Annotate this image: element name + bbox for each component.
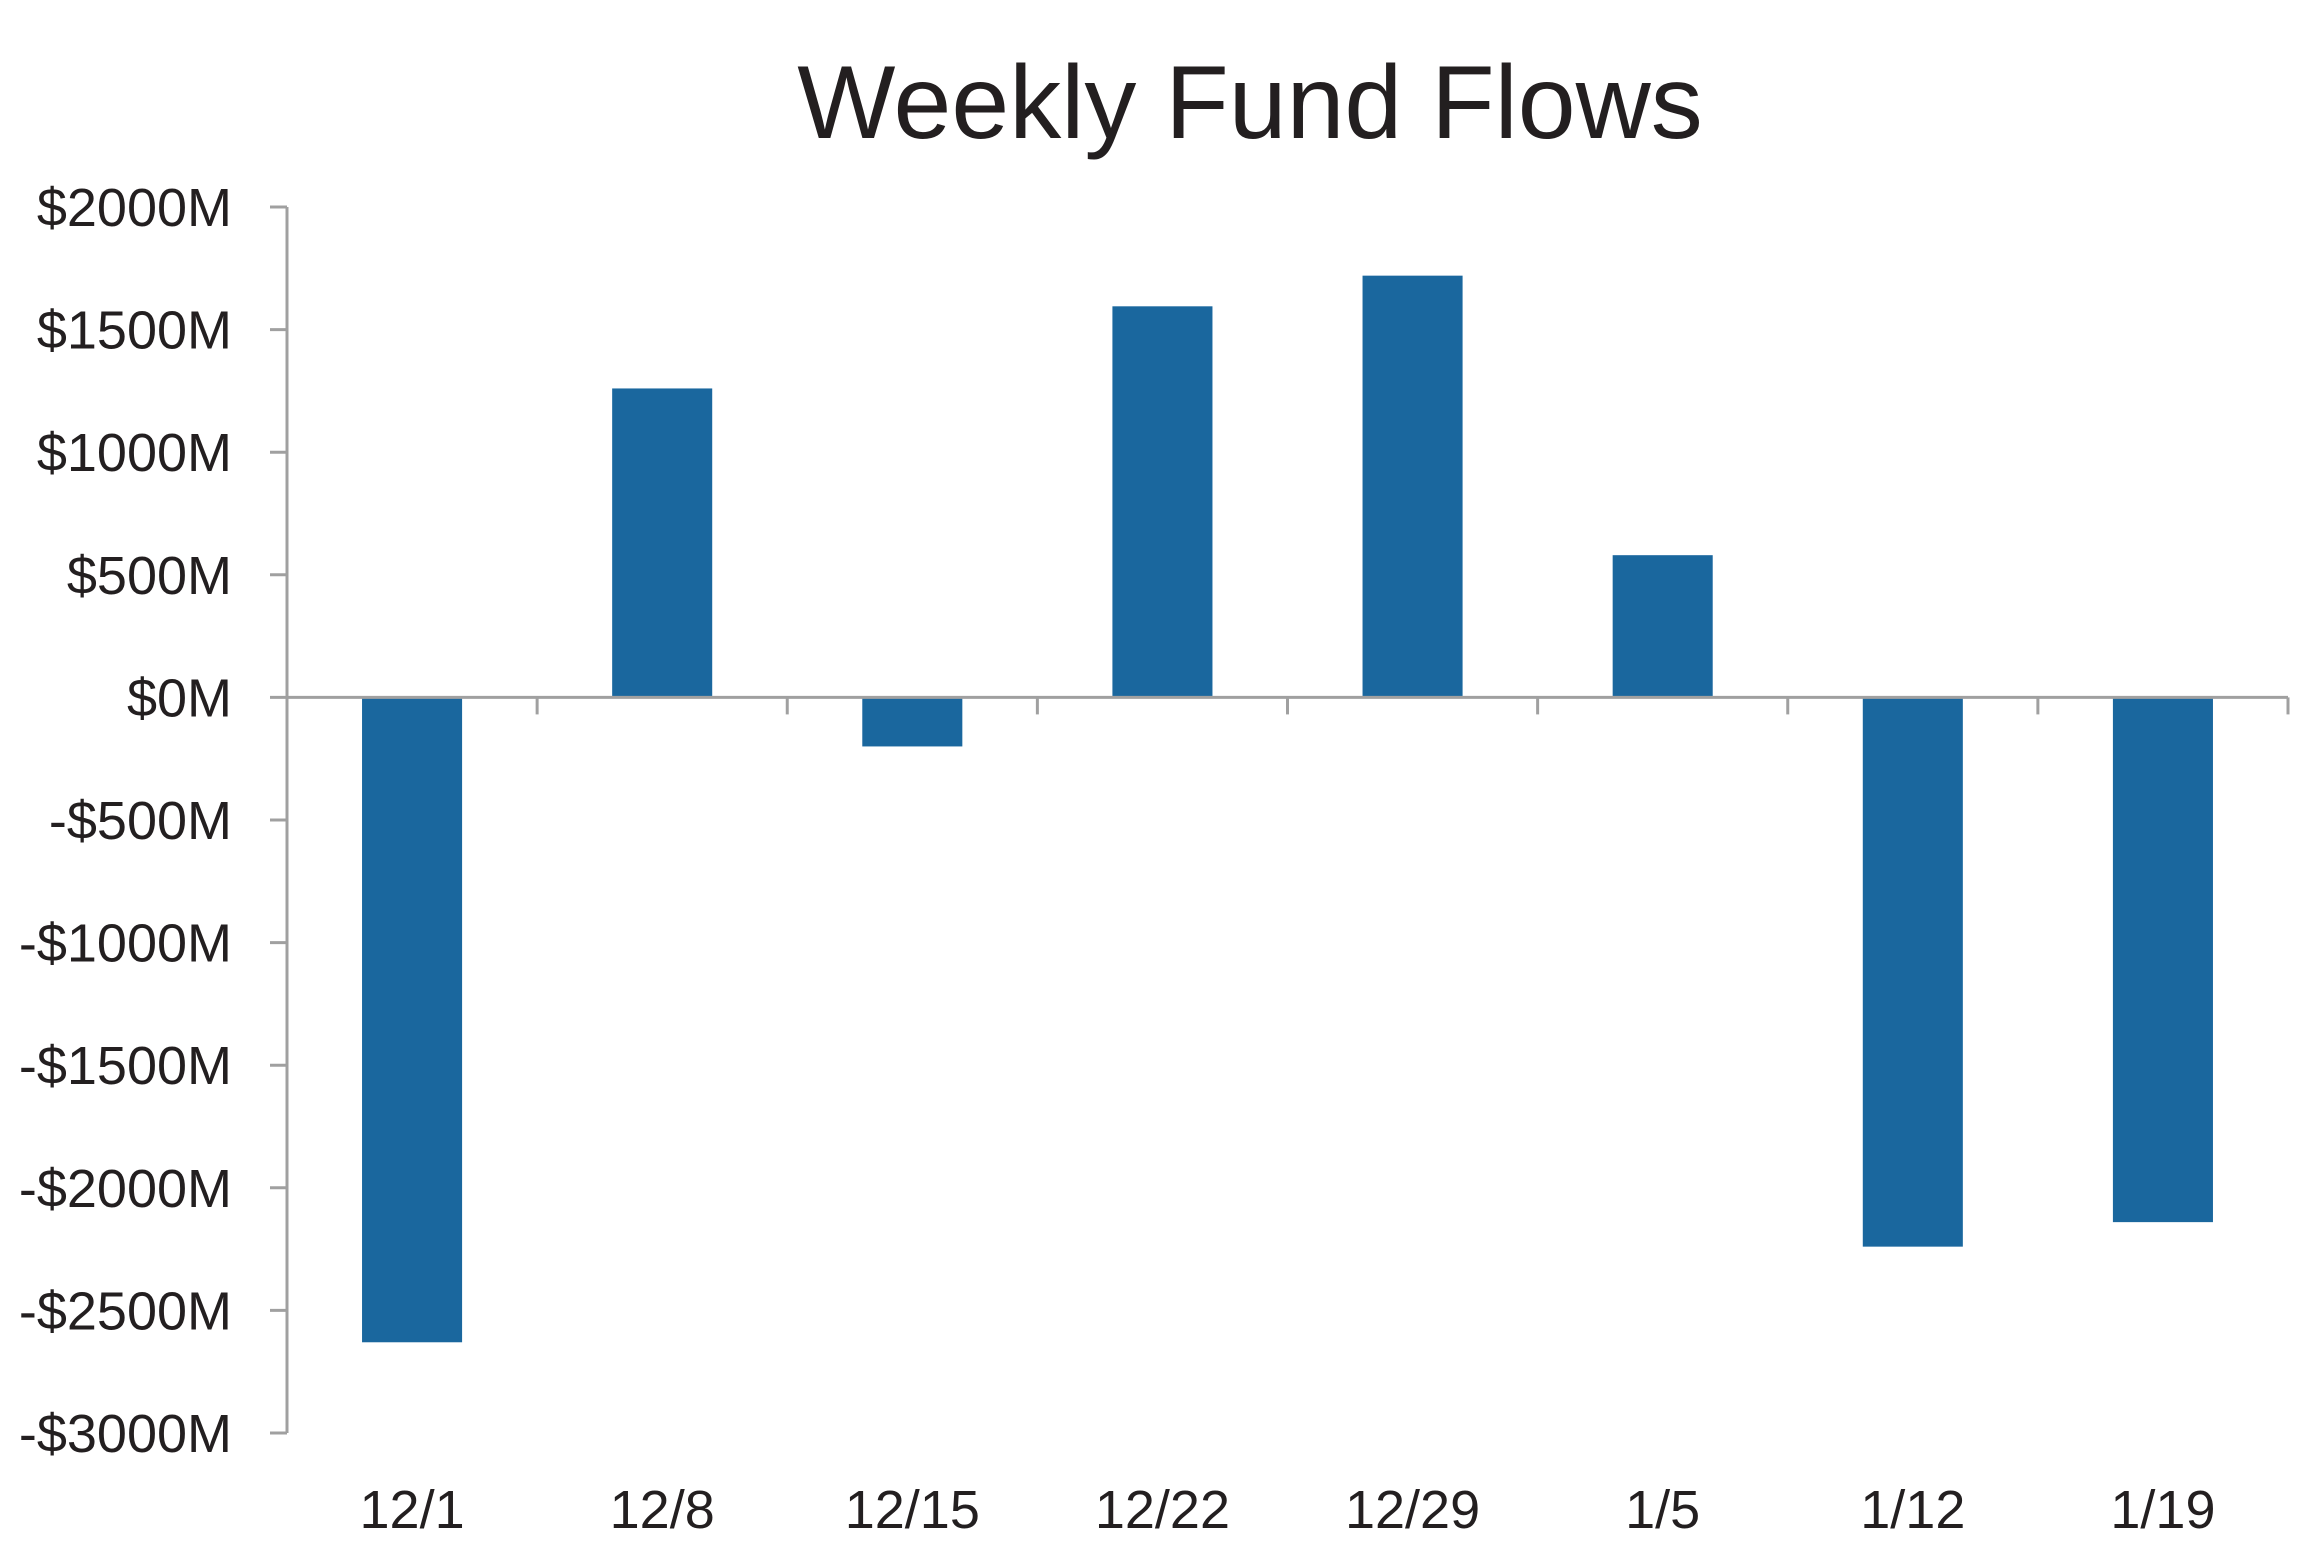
x-tick-label: 12/1 [360, 1480, 465, 1540]
chart-title: Weekly Fund Flows [797, 45, 1702, 161]
bar-1-12 [1862, 697, 1963, 1247]
bar-1-19 [2112, 697, 2213, 1223]
y-tick-label: $2000M [37, 178, 232, 238]
bar-1-5 [1612, 555, 1713, 698]
x-tick-label: 12/29 [1345, 1480, 1480, 1540]
y-tick-label: -$2500M [19, 1281, 232, 1341]
y-tick-label: -$3000M [19, 1404, 232, 1464]
bar-12-1 [362, 697, 463, 1343]
y-tick-label: -$500M [49, 791, 232, 851]
y-tick-label: $1500M [37, 301, 232, 361]
y-tick-label: $0M [127, 668, 232, 728]
bar-12-8 [612, 388, 713, 698]
y-tick-label: -$1500M [19, 1036, 232, 1096]
y-tick-label: $1000M [37, 423, 232, 483]
y-axis: $2000M $1500M $1000M $500M $0M -$500M -$1000M -… [19, 178, 289, 1464]
x-axis [287, 695, 2290, 715]
bar-12-15 [862, 697, 963, 747]
x-tick-label: 1/19 [2110, 1480, 2215, 1540]
x-tick-label: 12/15 [845, 1480, 980, 1540]
y-tick-label: $500M [67, 546, 232, 606]
x-tick-label: 1/5 [1625, 1480, 1700, 1540]
x-tick-label: 12/22 [1095, 1480, 1230, 1540]
y-tick-label: -$2000M [19, 1159, 232, 1219]
bar-12-29 [1362, 275, 1463, 698]
x-tick-label: 12/8 [610, 1480, 715, 1540]
bar-12-22 [1112, 306, 1213, 698]
y-tick-label: -$1000M [19, 914, 232, 974]
x-tick-labels: 12/1 12/8 12/15 12/22 12/29 1/5 1/12 1/19 [360, 1480, 2216, 1540]
x-tick-label: 1/12 [1860, 1480, 1965, 1540]
bars [362, 275, 2213, 1343]
